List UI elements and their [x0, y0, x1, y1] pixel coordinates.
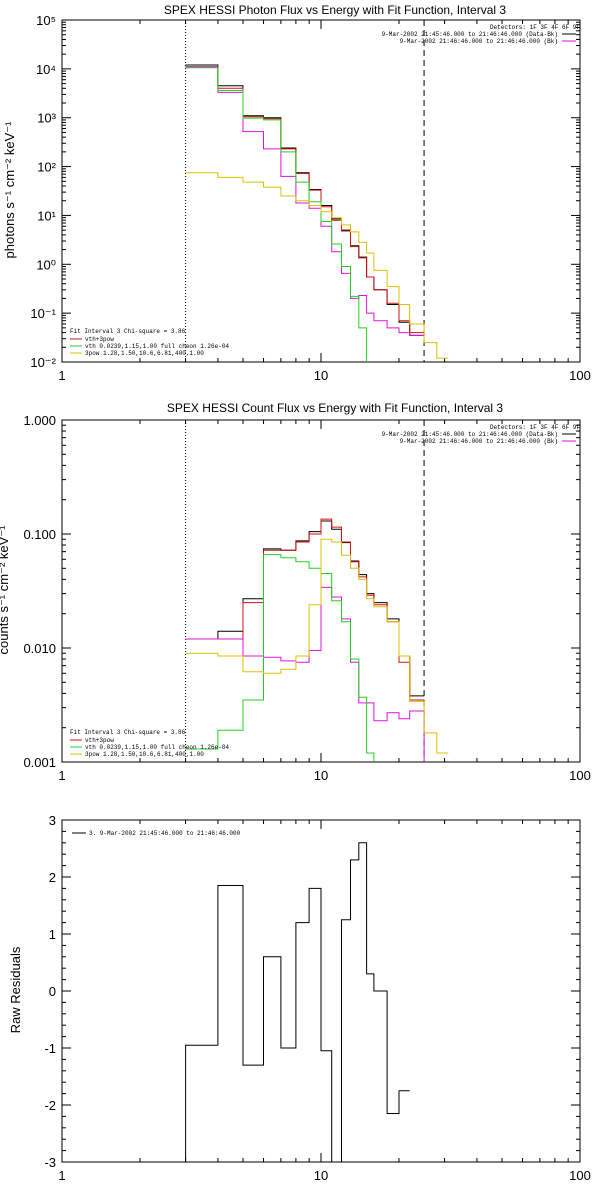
photon-series-4-line	[185, 172, 449, 359]
residuals-y-tick-label: -2	[44, 1098, 56, 1113]
residuals-panel: Raw Residuals 1 10 100 -3 -2 -1 0 1 2 3 3. 9-Mar-…	[8, 813, 591, 1183]
count-bk-interval-text: 9-Mar-2002 21:46:46.000 to 21:46:46.000 …	[400, 438, 558, 445]
count-x-tick-label: 1	[58, 768, 65, 783]
count-y-axis-label: counts s⁻¹ cm⁻² keV⁻¹	[0, 525, 11, 655]
photon-fit-vth-text: vth 0.0239,1.15,1.00 full cheon 1.26e-04	[85, 343, 229, 350]
photon-y-tick-label: 10³	[37, 111, 56, 126]
count-fit-model-text: vth+3pow	[85, 737, 114, 744]
residuals-series-0-line	[185, 842, 410, 1162]
photon-x-tick-label: 1	[58, 368, 65, 383]
residuals-legend-text: 3. 9-Mar-2002 21:45:46.000 to 21:46:46.0…	[89, 830, 241, 837]
photon-plot-area: 1 10 100 10⁻² 10⁻¹ 10⁰ 10¹ 10² 10³ 10⁴ 10⁵	[30, 13, 591, 383]
count-detectors-text: Detectors: 1F 3F 4F 6F 9F	[490, 424, 580, 431]
count-y-tick-label: 1.000	[23, 413, 56, 428]
residuals-x-tick-label: 1	[58, 1168, 65, 1183]
residuals-y-tick-label: -3	[44, 1155, 56, 1170]
count-y-tick-label: 0.100	[23, 527, 56, 542]
residuals-y-axis-label: Raw Residuals	[8, 946, 23, 1033]
photon-y-tick-label: 10⁻²	[30, 355, 56, 370]
count-x-tick-label: 10	[314, 768, 328, 783]
count-fit-3pow-text: 3pow 1.28,1.50,10.6,6.81,400,1.00	[85, 751, 204, 758]
residuals-y-tick-label: 3	[49, 813, 56, 828]
count-series-3-line	[185, 554, 375, 762]
photon-y-tick-label: 10⁵	[36, 13, 56, 28]
count-plot-area: 1 10 100 0.001 0.010 0.100 1.000	[23, 413, 591, 783]
residuals-plot-area: 1 10 100 -3 -2 -1 0 1 2 3	[44, 813, 590, 1183]
count-series-0-line	[185, 520, 425, 697]
residuals-y-tick-label: 2	[49, 870, 56, 885]
residuals-x-tick-label: 100	[569, 1168, 591, 1183]
photon-bk-interval-text: 9-Mar-2002 21:46:46.000 to 21:46:46.000 …	[400, 38, 558, 45]
photon-series-2-line	[185, 66, 425, 336]
residuals-y-tick-label: -1	[44, 1041, 56, 1056]
photon-chart-title: SPEX HESSI Photon Flux vs Energy with Fi…	[164, 3, 506, 17]
photon-y-tick-label: 10⁰	[36, 257, 56, 272]
photon-y-axis-label: photons s⁻¹ cm⁻² keV⁻¹	[2, 121, 17, 259]
photon-detectors-text: Detectors: 1F 3F 4F 6F 9F	[490, 24, 580, 31]
residuals-x-tick-label: 10	[314, 1168, 328, 1183]
photon-flux-panel: SPEX HESSI Photon Flux vs Energy with Fi…	[2, 3, 591, 383]
count-data-interval-text: 9-Mar-2002 21:45:46.000 to 21:46:46.000 …	[382, 431, 558, 438]
photon-y-tick-label: 10¹	[37, 208, 56, 223]
count-y-tick-label: 0.010	[23, 641, 56, 656]
photon-y-tick-label: 10⁻¹	[30, 306, 56, 321]
photon-fit-interval-text: Fit Interval 3 Chi-square = 3.86	[70, 328, 186, 335]
photon-fit-model-text: vth+3pow	[85, 336, 114, 343]
residuals-y-tick-label: 0	[49, 984, 56, 999]
photon-x-tick-label: 100	[569, 368, 591, 383]
photon-data-interval-text: 9-Mar-2002 21:45:46.000 to 21:46:46.000 …	[382, 31, 558, 38]
count-series-4-line	[185, 538, 449, 754]
photon-y-tick-label: 10²	[37, 160, 56, 175]
count-fit-vth-text: vth 0.0239,1.15,1.00 full cheon 1.26e-04	[85, 744, 229, 751]
count-x-tick-label: 100	[569, 768, 591, 783]
photon-series-3-line	[185, 67, 368, 362]
photon-y-tick-label: 10⁴	[36, 62, 56, 77]
count-flux-panel: SPEX HESSI Count Flux vs Energy with Fit…	[0, 401, 591, 783]
count-chart-title: SPEX HESSI Count Flux vs Energy with Fit…	[167, 401, 503, 415]
residuals-y-tick-label: 1	[49, 927, 56, 942]
photon-series-1-line	[185, 66, 425, 334]
count-y-tick-label: 0.001	[23, 755, 56, 770]
photon-fit-3pow-text: 3pow 1.28,1.50,10.6,6.81,400,1.00	[85, 350, 204, 357]
count-fit-interval-text: Fit Interval 3 Chi-square = 3.86	[70, 729, 186, 736]
photon-x-tick-label: 10	[314, 368, 328, 383]
count-series-1-line	[185, 518, 425, 701]
